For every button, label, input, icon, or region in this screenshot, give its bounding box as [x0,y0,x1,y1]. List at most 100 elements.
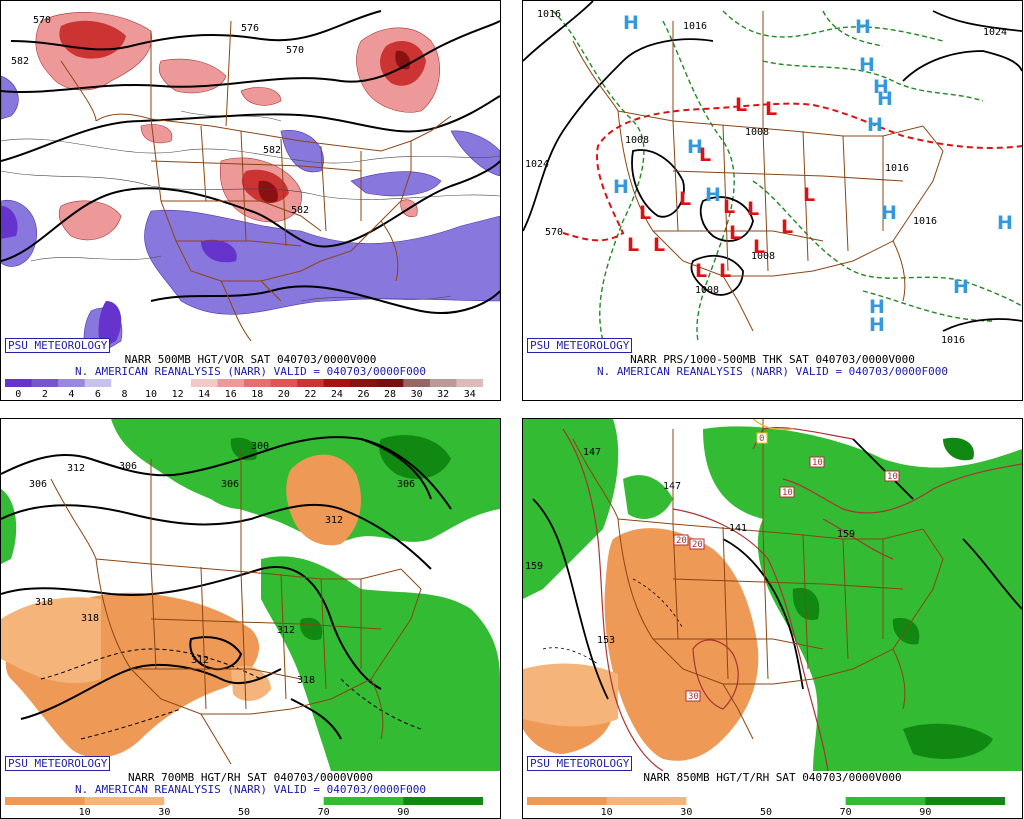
colorbar-tick-label: 12 [171,389,184,400]
colorbar-tick-label: 90 [919,807,932,818]
colorbar-tick-label: 14 [198,389,211,400]
contour-label: 1016 [885,163,909,174]
low-pressure-marker: L [729,222,741,244]
panel-caption-title: NARR 700MB HGT/RH SAT 040703/0000V000 [127,771,374,784]
low-pressure-marker: L [695,260,707,282]
svg-text:10: 10 [887,472,898,482]
svg-text:0: 0 [759,434,764,444]
contour-label: 1016 [913,216,937,227]
contour-label: 306 [119,461,137,472]
colorbar-tick-label: 70 [839,807,852,818]
colorbar-swatch [5,379,33,387]
colorbar-ticks: 0 2 4 6 8 10 12 14 16 18 20 22 24 26 28 30 32 34 [5,389,483,400]
high-pressure-marker: H [873,76,889,98]
colorbar-swatch [606,797,687,805]
colorbar-tick-label: 50 [759,807,773,818]
contour-label: 582 [263,145,281,156]
contour-label: 312 [191,655,209,666]
contour-label: 147 [583,447,601,458]
contour-label: 1016 [683,21,707,32]
colorbar-swatch [925,797,1005,805]
colorbar-swatch [845,797,926,805]
map-850mb-rh: 147 147 159 153 159 141 0 10 10 10 20 20… [523,419,1022,771]
contour-label: 1024 [525,159,549,170]
colorbar-tick-label: 16 [224,389,237,400]
colorbar-swatch [190,379,218,387]
colorbar-swatch [111,379,139,387]
map-700mb-rh: 312 306 306 300 306 306 312 318 318 312 … [1,419,500,771]
colorbar-swatch [58,379,86,387]
psu-meteorology-label: PSU METEOROLOGY [5,756,111,771]
high-pressure-marker: H [623,12,639,34]
colorbar-tick-label: 28 [384,389,397,400]
low-pressure-marker: L [679,188,691,210]
colorbar-tick-label: 30 [158,807,171,818]
colorbar-tick-label: 24 [330,389,343,400]
high-pressure-marker: H [859,54,875,76]
high-pressure-marker: H [997,212,1013,234]
map-pressure-thickness: 1016 1016 1024 1024 1008 1008 1016 570 1… [523,1,1022,353]
panel-500mb-hgt-vor: 570 582 576 570 582 582 PSU METEOROLOGY … [0,0,501,401]
psu-meteorology-label: PSU METEOROLOGY [527,756,633,771]
colorbar-tick-label: 22 [304,389,317,400]
high-pressure-marker: H [881,202,897,224]
contour-label: 582 [291,205,309,216]
colorbar-swatch [456,379,483,387]
low-pressure-marker: L [723,196,735,218]
colorbar-swatch [270,379,298,387]
contour-label: 1008 [625,135,649,146]
colorbar-swatch [403,379,431,387]
svg-text:10: 10 [782,488,793,498]
colorbar-swatch [766,797,847,805]
colorbar-tick-label: 34 [463,389,476,400]
contour-label: 312 [277,625,295,636]
panel-caption-valid: N. AMERICAN REANALYSIS (NARR) VALID = 04… [75,365,426,378]
panel-caption-valid: N. AMERICAN REANALYSIS (NARR) VALID = 04… [75,783,426,796]
colorbar-swatch [164,379,192,387]
low-pressure-marker: L [699,144,711,166]
contour-label: 318 [81,613,99,624]
colorbar-swatch [137,379,165,387]
colorbar-tick-label: 10 [78,807,91,818]
temp-label: 10 [779,486,795,498]
high-pressure-marker: H [613,176,629,198]
svg-text:20: 20 [692,540,703,550]
contour-label: 576 [241,23,259,34]
colorbar-swatch [527,797,608,805]
colorbar-rh [5,797,483,805]
colorbar-ticks: 10 30 50 70 90 [527,807,1005,818]
colorbar-swatch [217,379,245,387]
colorbar-tick-label: 10 [600,807,613,818]
colorbar-rh [527,797,1005,805]
temp-label: 20 [689,538,705,550]
colorbar-tick-label: 70 [317,807,330,818]
contour-label: 1016 [941,335,965,346]
low-pressure-marker: L [627,234,639,256]
contour-label: 306 [397,479,415,490]
panel-850mb-hgt-t-rh: 147 147 159 153 159 141 0 10 10 10 20 20… [522,418,1023,819]
panel-caption-title: NARR PRS/1000-500MB THK SAT 040703/0000V… [630,353,915,366]
low-pressure-marker: L [765,98,777,120]
contour-label: 1024 [983,27,1007,38]
colorbar-vorticity [5,379,483,387]
contour-label: 1008 [751,251,775,262]
psu-meteorology-label: PSU METEOROLOGY [5,338,111,353]
colorbar-swatch [31,379,59,387]
contour-label: 318 [35,597,53,608]
contour-label: 300 [251,441,269,452]
colorbar-tick-label: 4 [68,389,75,400]
high-pressure-marker: H [869,314,885,336]
colorbar-tick-label: 26 [357,389,370,400]
high-pressure-marker: H [877,88,893,110]
colorbar-tick-label: 30 [410,389,423,400]
colorbar-tick-label: 30 [680,807,693,818]
colorbar-swatch [164,797,245,805]
contour-label: 1016 [537,9,561,20]
colorbar-swatch [403,797,483,805]
contour-label: 1008 [695,285,719,296]
low-pressure-marker: L [719,260,731,282]
temp-label: 0 [756,432,768,444]
colorbar-tick-label: 6 [94,389,101,400]
high-pressure-marker: H [855,16,871,38]
contour-label: 159 [525,561,543,572]
